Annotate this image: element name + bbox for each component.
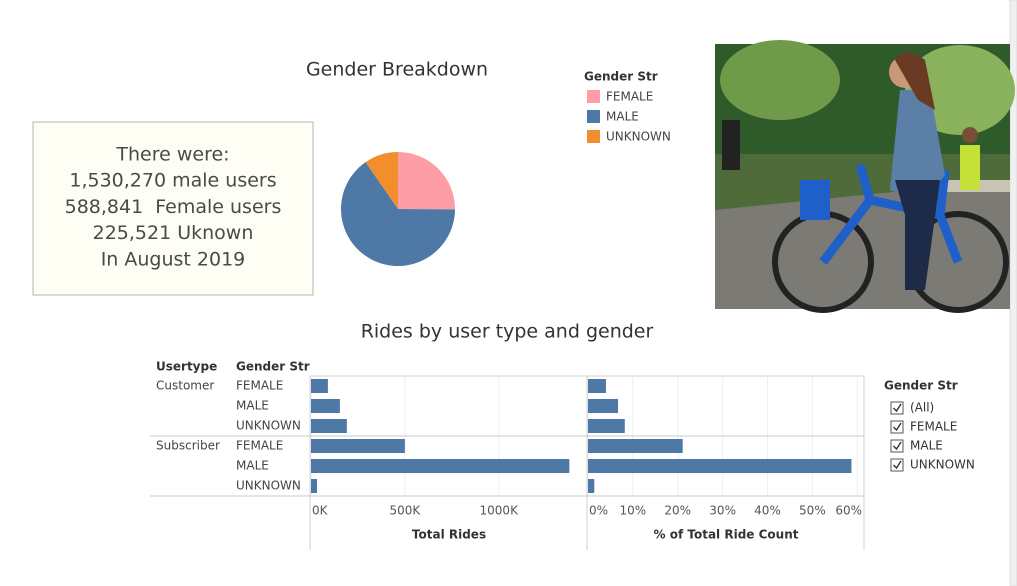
usertype-label: Subscriber xyxy=(156,439,220,453)
gender-label: MALE xyxy=(236,399,269,413)
legend-swatch xyxy=(587,90,600,103)
bar xyxy=(311,439,405,453)
bar xyxy=(588,439,683,453)
row-header: Usertype xyxy=(156,360,217,374)
filter-checkmark[interactable] xyxy=(893,403,902,413)
text-box-line: There were: xyxy=(115,144,229,166)
chart-title: Rides by user type and gender xyxy=(361,321,654,343)
x-tick-label: 0K xyxy=(312,504,329,518)
filter-checkbox[interactable] xyxy=(890,420,904,434)
filter-item[interactable]: UNKNOWN xyxy=(910,458,975,472)
bar xyxy=(588,479,595,493)
filter-item[interactable]: (All) xyxy=(910,401,934,415)
x-tick-label: 50% xyxy=(799,504,826,518)
text-box-line: 225,521 Uknown xyxy=(93,222,254,244)
filter-checkbox[interactable] xyxy=(890,458,904,472)
text-box xyxy=(32,121,314,296)
bar xyxy=(311,379,328,393)
legend-swatch xyxy=(587,110,600,123)
x-axis-title: Total Rides xyxy=(412,528,486,542)
bar xyxy=(588,419,625,433)
bar xyxy=(311,459,570,473)
gender-label: UNKNOWN xyxy=(236,479,301,493)
x-tick-label: 20% xyxy=(664,504,691,518)
x-tick-label: 500K xyxy=(389,504,421,518)
x-tick-label: 40% xyxy=(754,504,781,518)
gender-label: UNKNOWN xyxy=(236,419,301,433)
filter-checkmark[interactable] xyxy=(893,441,902,451)
x-tick-label: 60% xyxy=(835,504,862,518)
text-box-line: 1,530,270 male users xyxy=(69,170,276,192)
x-tick-label: 0% xyxy=(589,504,608,518)
photo xyxy=(715,40,1015,313)
bar xyxy=(311,419,347,433)
legend-swatch xyxy=(587,130,600,143)
filter-checkmark[interactable] xyxy=(893,422,902,432)
filter-item[interactable]: MALE xyxy=(910,439,943,453)
pie-slice xyxy=(365,152,398,209)
bar xyxy=(588,399,619,413)
filter-checkbox[interactable] xyxy=(890,401,904,415)
x-tick-label: 10% xyxy=(620,504,647,518)
legend-label: FEMALE xyxy=(606,90,653,104)
x-tick-label: 30% xyxy=(709,504,736,518)
text-box-line: 588,841 Female users xyxy=(65,196,282,218)
filter-checkbox[interactable] xyxy=(890,439,904,453)
bar xyxy=(588,459,852,473)
filter-item[interactable]: FEMALE xyxy=(910,420,957,434)
filter-title: Gender Str xyxy=(884,379,958,393)
legend-title: Gender Str xyxy=(584,70,658,84)
gender-label: FEMALE xyxy=(236,439,283,453)
x-tick-label: 1000K xyxy=(480,504,520,518)
pie-slice xyxy=(398,152,456,210)
bar xyxy=(311,399,340,413)
row-header: Gender Str xyxy=(236,360,310,374)
usertype-label: Customer xyxy=(156,379,214,393)
bar xyxy=(588,379,606,393)
legend-label: MALE xyxy=(606,110,639,124)
filter-checkmark[interactable] xyxy=(893,460,902,470)
gender-label: MALE xyxy=(236,459,269,473)
x-axis-title: % of Total Ride Count xyxy=(654,528,799,542)
text-box-line: In August 2019 xyxy=(101,248,246,270)
pie-slice xyxy=(340,162,455,266)
bar xyxy=(311,479,318,493)
legend-label: UNKNOWN xyxy=(606,130,671,144)
chart-title: Gender Breakdown xyxy=(306,59,488,81)
gender-label: FEMALE xyxy=(236,379,283,393)
